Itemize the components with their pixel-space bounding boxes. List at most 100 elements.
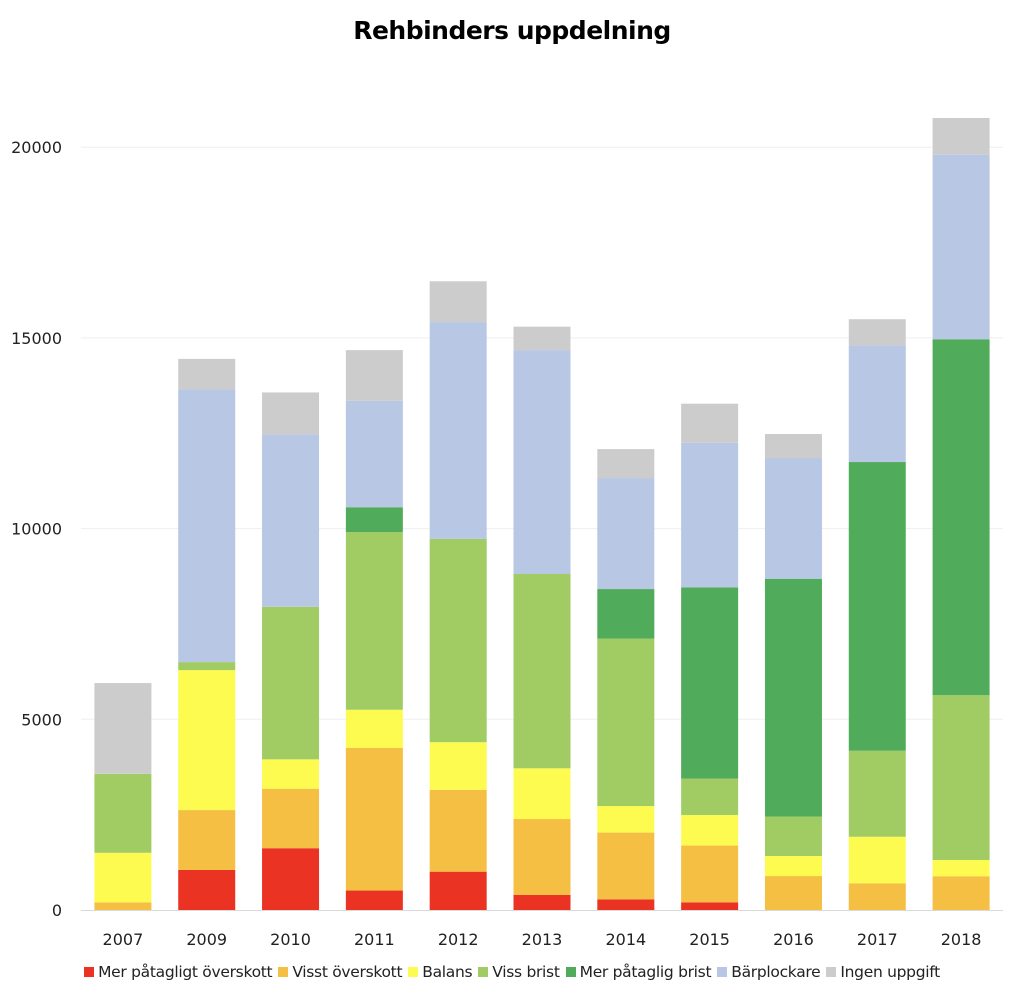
bar-segment xyxy=(848,462,906,751)
bar-segment xyxy=(429,322,487,539)
legend: Mer påtagligt överskott Visst överskott Ba… xyxy=(0,963,1024,981)
x-tick-label: 2016 xyxy=(773,930,814,949)
bar-segment xyxy=(848,750,906,837)
bar-segment xyxy=(681,442,739,588)
bar-segment xyxy=(513,768,571,820)
legend-item: Balans xyxy=(408,963,473,981)
bar-stack-2009 xyxy=(178,358,236,910)
bar-segment xyxy=(932,876,990,910)
legend-label: Ingen uppgift xyxy=(840,963,940,981)
legend-item: Bärplockare xyxy=(717,963,821,981)
bar-segment xyxy=(597,806,655,833)
legend-item: Mer påtaglig brist xyxy=(565,963,712,981)
bar-segment xyxy=(345,532,403,710)
x-tick-label: 2011 xyxy=(354,930,395,949)
bar-segment xyxy=(764,816,822,857)
legend-swatch xyxy=(278,967,289,977)
bar-segment xyxy=(345,350,403,401)
legend-label: Bärplockare xyxy=(731,963,821,981)
bar-stack-2011 xyxy=(345,350,403,910)
bar-segment xyxy=(94,773,152,853)
bar-stack-2007 xyxy=(94,683,152,910)
bar-segment xyxy=(597,478,655,590)
bar-segment xyxy=(932,339,990,696)
x-tick-label: 2012 xyxy=(438,930,479,949)
bar-segment xyxy=(178,869,236,910)
bar-segment xyxy=(597,589,655,639)
bar-segment xyxy=(848,883,906,910)
bar-segment xyxy=(764,856,822,877)
bar-segment xyxy=(932,695,990,861)
legend-swatch xyxy=(826,967,837,977)
bar-stack-2014 xyxy=(597,449,655,910)
x-tick-label: 2009 xyxy=(186,930,227,949)
legend-label: Balans xyxy=(422,963,473,981)
bar-segment xyxy=(764,434,822,459)
bar-segment xyxy=(345,747,403,891)
bar-segment xyxy=(429,281,487,323)
bar-stack-2017 xyxy=(848,319,906,910)
bar-segment xyxy=(513,573,571,769)
stacked-bar-chart: 0 5000 10000 15000 20000 2007 2009 2010 2011 201… xyxy=(11,118,1003,949)
legend-item: Viss brist xyxy=(478,963,560,981)
bar-segment xyxy=(597,638,655,807)
bar-segment xyxy=(94,683,152,774)
x-tick-label: 2014 xyxy=(605,930,646,949)
legend-label: Visst överskott xyxy=(292,963,403,981)
bar-segment xyxy=(764,458,822,579)
bar-segment xyxy=(513,894,571,910)
bar-segment xyxy=(178,389,236,663)
bar-segment xyxy=(848,836,906,884)
legend-item: Ingen uppgift xyxy=(826,963,940,981)
bar-segment xyxy=(94,902,152,910)
legend-swatch xyxy=(565,967,576,977)
bar-segment xyxy=(597,449,655,479)
bar-segment xyxy=(178,662,236,671)
x-tick-label: 2018 xyxy=(941,930,982,949)
bar-segment xyxy=(681,815,739,846)
legend-swatch xyxy=(478,967,489,977)
bar-segment xyxy=(513,819,571,895)
y-tick-label: 5000 xyxy=(21,710,62,729)
bar-segment xyxy=(262,759,320,789)
legend-swatch xyxy=(84,967,95,977)
bar-segment xyxy=(932,118,990,155)
bar-segment xyxy=(681,587,739,779)
bars xyxy=(94,118,990,910)
bar-segment xyxy=(513,350,571,574)
bar-segment xyxy=(262,848,320,910)
bar-segment xyxy=(429,538,487,743)
bar-segment xyxy=(848,319,906,346)
bar-segment xyxy=(597,832,655,900)
bar-segment xyxy=(262,434,320,607)
bar-segment xyxy=(345,890,403,910)
bar-stack-2016 xyxy=(764,434,822,910)
bar-segment xyxy=(429,742,487,790)
legend-swatch xyxy=(717,967,728,977)
bar-segment xyxy=(262,392,320,435)
legend-label: Mer påtaglig brist xyxy=(579,963,712,981)
bar-segment xyxy=(262,788,320,849)
bar-segment xyxy=(345,507,403,533)
x-tick-label: 2007 xyxy=(103,930,144,949)
legend-swatch xyxy=(408,967,419,977)
bar-stack-2015 xyxy=(681,403,739,910)
legend-item: Visst överskott xyxy=(278,963,403,981)
bar-segment xyxy=(848,345,906,463)
bar-segment xyxy=(932,154,990,340)
bar-stack-2018 xyxy=(932,118,990,910)
bar-segment xyxy=(681,902,739,910)
bar-stack-2010 xyxy=(262,392,320,910)
y-tick-label: 15000 xyxy=(11,329,62,348)
bar-segment xyxy=(681,845,739,903)
x-tick-label: 2017 xyxy=(857,930,898,949)
bar-segment xyxy=(681,778,739,816)
bar-stack-2012 xyxy=(429,281,487,910)
bar-segment xyxy=(345,400,403,508)
bar-segment xyxy=(932,860,990,877)
x-tick-label: 2015 xyxy=(689,930,730,949)
bar-segment xyxy=(345,709,403,748)
legend-item: Mer påtagligt överskott xyxy=(84,963,273,981)
bar-segment xyxy=(764,876,822,910)
bar-segment xyxy=(764,578,822,817)
